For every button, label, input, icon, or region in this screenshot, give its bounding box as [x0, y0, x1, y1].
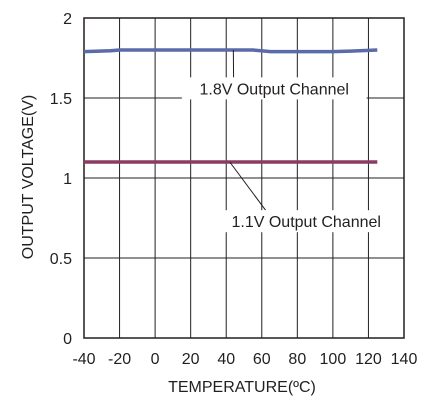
- x-tick-label-4: 40: [217, 351, 235, 368]
- x-tick-label-1: -20: [108, 351, 131, 368]
- tick-labels: -40 -20 0 20 40 60 80 100 120 140 0 0.5 1 1.5 2: [50, 11, 418, 368]
- x-tick-label-3: 20: [182, 351, 200, 368]
- annotations: 1.8V Output Channel 1.1V Output Channel: [181, 49, 399, 233]
- annotation-box-1: [213, 210, 399, 233]
- annotation-leader-1: [229, 161, 266, 211]
- x-tick-label-5: 60: [253, 351, 271, 368]
- series-layer: [83, 48, 378, 164]
- y-tick-label-2: 1: [63, 171, 72, 188]
- x-tick-label-0: -40: [72, 351, 95, 368]
- y-axis-label: OUTPUT VOLTAGE(V): [20, 95, 37, 259]
- grid: [83, 17, 405, 339]
- x-tick-label-8: 120: [355, 351, 382, 368]
- annotation-box-0: [181, 77, 367, 100]
- y-tick-label-4: 2: [63, 11, 72, 28]
- x-tick-label-9: 140: [391, 351, 418, 368]
- y-tick-label-3: 1.5: [50, 91, 72, 108]
- x-axis-label: TEMPERATURE(ºC): [168, 379, 316, 396]
- annotation-label-1: 1.1V Output Channel: [232, 214, 381, 231]
- x-tick-label-7: 100: [320, 351, 347, 368]
- series-line-0: [83, 48, 378, 54]
- y-tick-label-0: 0: [63, 331, 72, 348]
- y-tick-label-1: 0.5: [50, 251, 72, 268]
- x-tick-label-2: 0: [151, 351, 160, 368]
- annotation-label-0: 1.8V Output Channel: [200, 81, 349, 98]
- x-tick-label-6: 80: [288, 351, 306, 368]
- plot-frame: [83, 17, 405, 339]
